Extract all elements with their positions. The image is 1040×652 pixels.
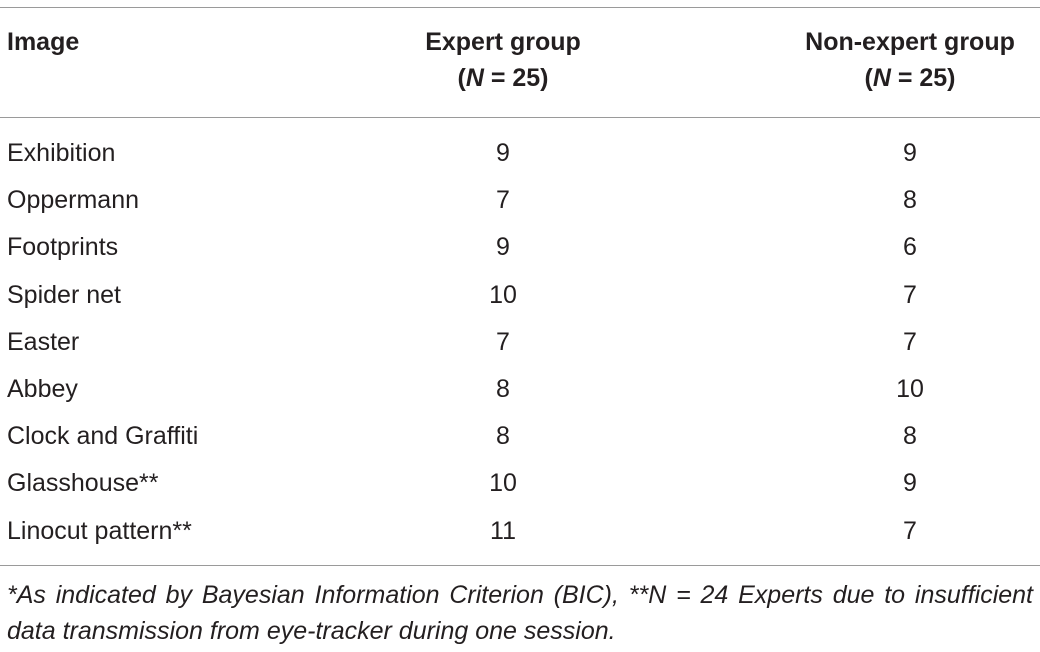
cell-image: Abbey (7, 374, 78, 403)
header-nonexpert-n-value: = 25) (890, 64, 956, 92)
cell-nonexpert: 8 (903, 186, 917, 215)
header-nonexpert-label: Non-expert group (805, 28, 1015, 56)
header-expert-n-symbol: N (465, 64, 484, 92)
cell-image: Clock and Graffiti (7, 422, 199, 451)
cell-nonexpert: 8 (903, 422, 917, 451)
cell-expert: 9 (496, 139, 510, 167)
table-row: Spider net 10 7 (0, 272, 1040, 319)
cell-image: Linocut pattern** (7, 516, 192, 545)
cell-nonexpert: 6 (903, 233, 917, 262)
cell-image: Easter (7, 327, 80, 356)
table-row: Oppermann 7 8 (0, 177, 1040, 224)
cell-expert: 10 (489, 280, 517, 309)
cell-image: Exhibition (7, 139, 116, 167)
cell-expert: 8 (496, 422, 510, 451)
header-expert-n: (N = 25) (457, 64, 549, 92)
table-body: Exhibition 9 9 Oppermann 7 8 Footprints … (0, 130, 1040, 555)
table-row: Footprints 9 6 (0, 224, 1040, 271)
header-nonexpert-n: (N = 25) (864, 64, 956, 92)
cell-image: Oppermann (7, 186, 140, 215)
cell-expert: 8 (496, 374, 510, 403)
cell-expert: 10 (489, 469, 517, 498)
cell-nonexpert: 7 (903, 516, 917, 545)
cell-image: Spider net (7, 280, 121, 309)
cell-image: Glasshouse** (7, 469, 159, 498)
table-row: Abbey 8 10 (0, 366, 1040, 413)
header-expert-n-value: = 25) (483, 64, 549, 92)
cell-nonexpert: 9 (903, 469, 917, 498)
table-row: Easter 7 7 (0, 319, 1040, 366)
cell-expert: 11 (490, 516, 516, 545)
table-footnote: *As indicated by Bayesian Information Cr… (7, 581, 1033, 645)
header-nonexpert-group: Non-expert group (N = 25) (780, 24, 1040, 96)
header-image: Image (7, 24, 79, 60)
header-image-label: Image (7, 28, 80, 56)
cell-expert: 7 (496, 186, 510, 215)
header-nonexpert-n-symbol: N (872, 64, 891, 92)
header-expert-label: Expert group (425, 28, 581, 56)
cell-image: Footprints (7, 233, 119, 262)
table-row: Exhibition 9 9 (0, 130, 1040, 177)
table-row: Glasshouse** 10 9 (0, 460, 1040, 507)
table-header: Image Expert group (N = 25) Non-expert g… (0, 24, 1040, 104)
table-row: Clock and Graffiti 8 8 (0, 413, 1040, 460)
cell-nonexpert: 7 (903, 280, 917, 309)
table-top-rule (0, 7, 1040, 8)
cell-expert: 7 (496, 327, 510, 356)
cell-nonexpert: 10 (896, 374, 924, 403)
table-header-rule (0, 117, 1040, 118)
table-bottom-rule (0, 565, 1040, 566)
header-expert-group: Expert group (N = 25) (396, 24, 610, 96)
cell-nonexpert: 7 (903, 327, 917, 356)
table-row: Linocut pattern** 11 7 (0, 508, 1040, 555)
cell-expert: 9 (496, 233, 510, 262)
cell-nonexpert: 9 (903, 139, 917, 167)
